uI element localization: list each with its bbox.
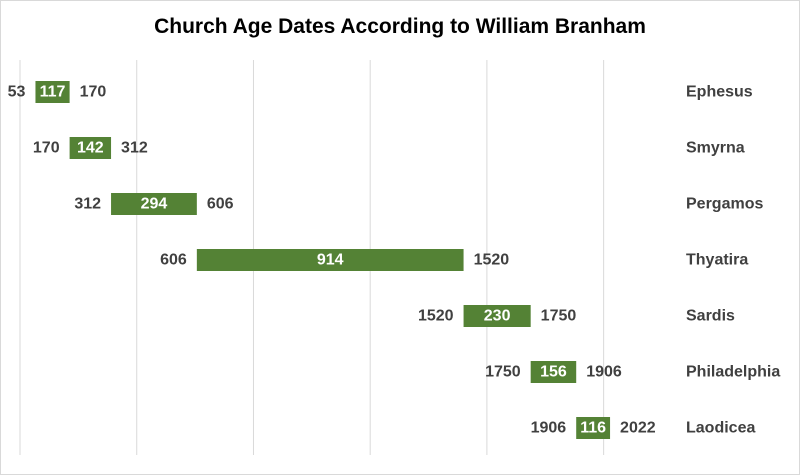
bar-duration-label: 116 (580, 420, 606, 437)
bar (35, 81, 70, 103)
bar-end-label: 1906 (586, 364, 622, 381)
bar-end-label: 1750 (541, 308, 577, 325)
bar (196, 249, 464, 271)
bar-duration-label: 294 (141, 196, 168, 213)
bar-duration-label: 914 (317, 252, 344, 269)
bar-end-label: 1520 (474, 252, 510, 269)
bar (463, 305, 531, 327)
category-label: Pergamos (686, 196, 763, 213)
bar-start-label: 170 (33, 140, 60, 157)
bar-start-label: 1520 (418, 308, 454, 325)
bar-duration-label: 142 (77, 140, 104, 157)
bar (576, 417, 611, 439)
category-label: Thyatira (686, 252, 748, 269)
category-label: Laodicea (686, 420, 755, 437)
category-label: Philadelphia (686, 364, 780, 381)
bar-end-label: 606 (207, 196, 234, 213)
category-label: Ephesus (686, 84, 753, 101)
bar-end-label: 170 (80, 84, 107, 101)
bar-duration-label: 156 (540, 364, 567, 381)
bar (111, 193, 197, 215)
bar-end-label: 2022 (620, 420, 656, 437)
category-label: Sardis (686, 308, 735, 325)
bar-start-label: 312 (74, 196, 101, 213)
chart-title: Church Age Dates According to William Br… (154, 15, 646, 38)
bar-duration-label: 230 (484, 308, 511, 325)
bar-start-label: 1750 (485, 364, 521, 381)
bar-duration-label: 117 (40, 84, 66, 101)
bar (69, 137, 112, 159)
bar (530, 361, 577, 383)
bar-start-label: 606 (160, 252, 187, 269)
bar-start-label: 1906 (531, 420, 567, 437)
category-label: Smyrna (686, 140, 745, 157)
bar-end-label: 312 (121, 140, 148, 157)
bar-start-label: 53 (8, 84, 26, 101)
